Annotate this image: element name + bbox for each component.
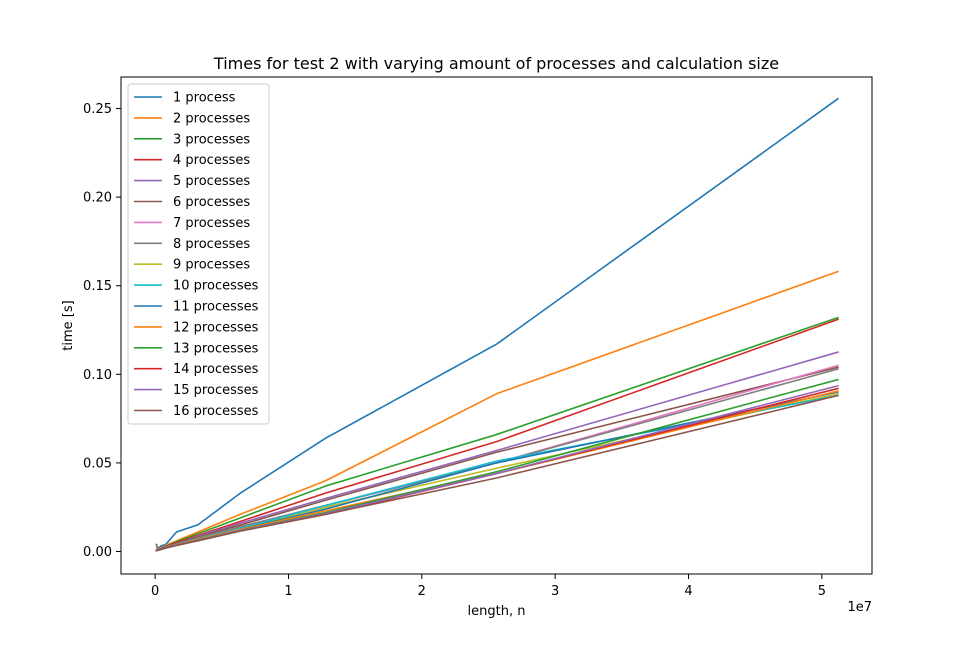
legend-label: 5 processes <box>173 174 250 189</box>
x-tick-label: 1 <box>284 584 292 599</box>
legend-label: 7 processes <box>173 216 250 231</box>
x-tick-label: 3 <box>551 584 559 599</box>
legend-label: 1 process <box>173 91 236 106</box>
y-tick-label: 0.05 <box>83 456 112 471</box>
y-tick-label: 0.00 <box>83 545 112 560</box>
y-axis-ticks: 0.00 0.05 0.10 0.15 0.20 0.25 <box>83 102 121 560</box>
legend-items: 1 process 2 processes 3 processes 4 process… <box>134 91 259 419</box>
legend-label: 15 processes <box>173 383 259 398</box>
legend: 1 process 2 processes 3 processes 4 process… <box>127 83 270 425</box>
legend-label: 8 processes <box>173 237 250 252</box>
x-tick-label: 4 <box>684 584 692 599</box>
y-tick-label: 0.25 <box>83 102 112 117</box>
y-tick-label: 0.10 <box>83 368 112 383</box>
legend-label: 11 processes <box>173 300 259 315</box>
x-axis-offset-label: 1e7 <box>847 600 872 615</box>
legend-label: 14 processes <box>173 362 259 377</box>
legend-box <box>127 83 270 425</box>
plot-area <box>120 76 873 575</box>
series-layer <box>155 97 839 552</box>
legend-label: 6 processes <box>173 195 250 210</box>
chart-title: Times for test 2 with varying amount of … <box>213 54 779 73</box>
y-tick-label: 0.15 <box>83 279 112 294</box>
x-axis-ticks: 0 1 2 3 4 5 <box>151 574 826 599</box>
legend-label: 2 processes <box>173 111 250 126</box>
y-tick-label: 0.20 <box>83 191 112 206</box>
legend-label: 12 processes <box>173 320 259 335</box>
series-line <box>155 97 839 551</box>
x-axis-label: length, n <box>468 604 526 619</box>
series-line <box>155 394 839 552</box>
legend-label: 13 processes <box>173 341 259 356</box>
legend-label: 10 processes <box>173 279 259 294</box>
legend-label: 4 processes <box>173 153 250 168</box>
y-axis-label: time [s] <box>61 300 76 350</box>
axes-frame <box>120 76 873 575</box>
x-tick-label: 5 <box>818 584 826 599</box>
x-tick-label: 2 <box>418 584 426 599</box>
x-tick-label: 0 <box>151 584 159 599</box>
legend-label: 16 processes <box>173 404 259 419</box>
legend-label: 9 processes <box>173 258 250 273</box>
legend-label: 3 processes <box>173 132 250 147</box>
